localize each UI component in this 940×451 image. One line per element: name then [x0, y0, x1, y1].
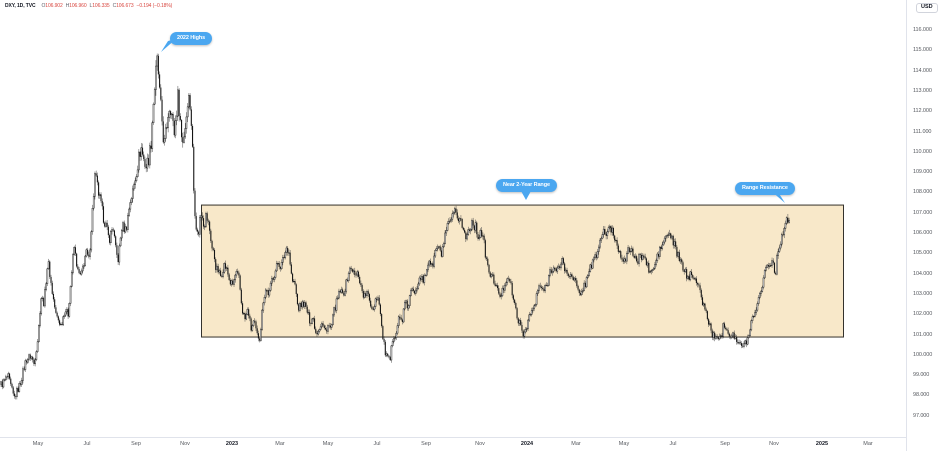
price-tick-label: 104.000	[913, 270, 933, 277]
time-tick-label: Mar	[571, 441, 581, 447]
time-tick-label: Nov	[180, 441, 190, 447]
high-value: 106.960	[69, 3, 87, 9]
callout-near-2-year-range-text: Near 2-Year Range	[503, 182, 550, 188]
price-tick-label: 112.000	[913, 108, 932, 115]
price-tick-label: 100.000	[913, 351, 933, 358]
time-axis[interactable]: May Jul Sep Nov 2023 Mar May Jul Sep Nov 2024 Mar Ma…	[0, 437, 940, 451]
time-tick-label: Nov	[475, 441, 485, 447]
price-tick-label: 116.000	[913, 27, 932, 33]
price-tick-label: 101.000	[913, 331, 933, 338]
price-tick-label: 108.000	[913, 189, 933, 196]
close-label: C	[112, 3, 117, 9]
low-value: 106.335	[92, 3, 110, 9]
callout-tail	[521, 190, 532, 200]
price-tick-label: 107.000	[913, 209, 933, 216]
callout-2022-highs-text: 2022 Highs	[177, 35, 206, 41]
time-tick-label: Jul	[373, 441, 381, 447]
time-tick-label: 2024	[520, 441, 534, 447]
price-tick-label: 115.000	[913, 47, 932, 54]
open-label: O	[41, 3, 46, 9]
open-value: 106.902	[45, 3, 63, 9]
time-tick-label: Sep	[720, 441, 730, 447]
low-label: L	[89, 3, 93, 9]
high-label: H	[65, 3, 70, 9]
time-tick-label: 2025	[815, 441, 829, 447]
callout-tail	[769, 189, 785, 203]
price-tick-label: 103.000	[913, 290, 933, 297]
time-tick-label: Sep	[421, 441, 431, 447]
symbol-title: DXY, 1D, TVC	[5, 3, 36, 9]
price-tick-label: 98.000	[913, 392, 930, 399]
callout-2022-highs[interactable]: 2022 Highs	[161, 32, 213, 52]
time-tick-label: Nov	[769, 441, 779, 447]
price-tick-label: 106.000	[913, 230, 933, 236]
time-tick-label: Mar	[275, 441, 285, 447]
price-tick-label: 111.000	[913, 128, 932, 135]
price-tick-label: 113.000	[913, 87, 932, 94]
price-tick-label: 97.000	[913, 412, 930, 419]
time-tick-label: May	[322, 441, 334, 447]
price-tick-label: 109.000	[913, 169, 933, 176]
symbol-legend[interactable]: DXY, 1D, TVC O106.902 H106.960 L106.335 C106…	[5, 3, 172, 9]
callout-range-resistance[interactable]: Range Resistance	[735, 182, 795, 203]
price-tick-label: 102.000	[913, 311, 933, 318]
price-axis[interactable]: USD 116.000 115.000 114.000 113.000 112.000 1…	[906, 0, 940, 451]
callout-near-2-year-range[interactable]: Near 2-Year Range	[496, 179, 557, 200]
time-tick-label: 2023	[225, 441, 239, 447]
price-tick-label: 99.000	[913, 372, 930, 379]
time-tick-label: Jul	[83, 441, 91, 447]
time-tick-label: Sep	[131, 441, 141, 447]
price-tick-label: 110.000	[913, 148, 932, 155]
price-tick-label: 114.000	[913, 67, 932, 74]
time-tick-label: May	[32, 441, 44, 447]
callout-tail	[161, 38, 176, 52]
close-value: 106.673	[116, 3, 134, 9]
change-value: −0.194 (−0.18%)	[136, 3, 173, 9]
currency-label[interactable]: USD	[916, 3, 938, 13]
time-tick-label: May	[618, 441, 630, 447]
price-tick-label: 105.000	[913, 250, 933, 257]
time-tick-label: Mar	[863, 441, 873, 447]
time-tick-label: Jul	[669, 441, 677, 447]
callout-range-resistance-text: Range Resistance	[742, 185, 788, 191]
